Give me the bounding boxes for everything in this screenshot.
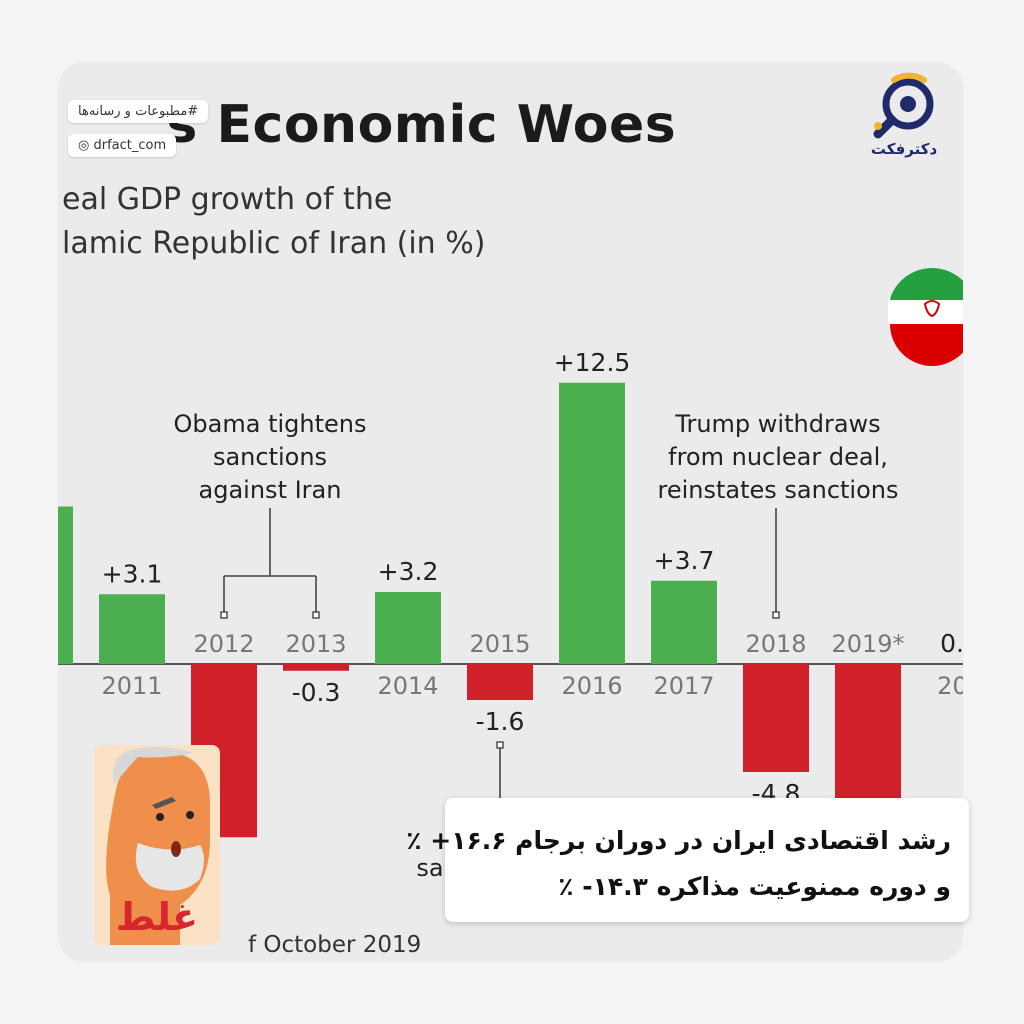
x-tick-label: 2018 [745,630,806,658]
surprised-man-icon [94,745,220,945]
brand-name: دکترفکت [870,140,938,158]
category-tag[interactable]: #مطبوعات و رسانه‌ها [68,100,209,123]
labels-layer: 0 7 2011 +3.1 2012 2013 -0.3 2014 +3.2 2015 -1.6 20… [32,348,983,808]
drfact-logo: دکترفکت [862,70,946,160]
annotation-text: from nuclear deal, [668,443,888,471]
data-label: +3.7 [654,546,715,575]
annotation-marker [312,611,320,619]
annotation-text: sanctions [213,443,327,471]
annotation-text: against Iran [199,476,342,504]
data-label: -1.6 [476,707,525,736]
source-note: f October 2019 [248,932,422,958]
x-tick-label: 202 [937,672,983,700]
verdict-label: غلط [115,895,199,939]
chart-annotations: Obama tightens sanctions against Iran Trump… [174,410,899,882]
annotation-marker [220,611,228,619]
claim-box: رشد اقتصادی ایران در دوران برجام ۱۶.۶+ ٪… [406,798,969,922]
magnifier-logo-icon [873,72,934,139]
data-label: +3.2 [378,557,439,586]
iran-flag-icon [888,268,963,366]
x-tick-label: 2014 [377,672,438,700]
claim-line-2: و دوره ممنوعیت مذاکره ۱۴.۳- ٪ [558,872,951,901]
x-tick-label: 2016 [561,672,622,700]
verdict-badge: غلط [94,745,220,945]
bar-2015 [467,664,533,700]
x-tick-label: 2019* [831,630,904,658]
chart-subtitle-line-2: lamic Republic of Iran (in %) [62,226,486,261]
bar-2014 [375,592,441,664]
instagram-handle[interactable]: ◎ drfact_com [68,134,177,157]
bar-2011 [99,594,165,664]
chart-title: 's Economic Woes [150,95,677,155]
bar-2018 [743,664,809,772]
x-tick-label: 2011 [101,672,162,700]
annotation-marker [772,611,780,619]
bar-0 [58,506,73,664]
bar-2016 [559,382,625,664]
x-tick-label: 2012 [193,630,254,658]
annotation-connector [223,508,317,612]
data-label: +12.5 [554,348,631,377]
annotation-text: Trump withdraws [674,410,880,438]
annotation-text: reinstates sanctions [657,476,898,504]
x-tick-label: 2017 [653,672,714,700]
annotation-marker [496,741,504,749]
data-label: 0.0 [940,629,980,658]
x-tick-label: 2015 [469,630,530,658]
data-label: +3.1 [102,559,163,588]
annotation-text: Obama tightens [174,410,367,438]
chart-subtitle-line-1: eal GDP growth of the [62,182,393,217]
x-tick-label: 0 [32,672,47,700]
handle-text: drfact_com [93,138,167,153]
claim-line-1: رشد اقتصادی ایران در دوران برجام ۱۶.۶+ ٪ [406,826,951,855]
data-label: 7 [32,472,48,501]
bar-2017 [651,580,717,664]
instagram-icon: ◎ [78,138,94,153]
bar-2013 [283,664,349,671]
data-label: -0.3 [292,678,341,707]
x-tick-label: 2013 [285,630,346,658]
